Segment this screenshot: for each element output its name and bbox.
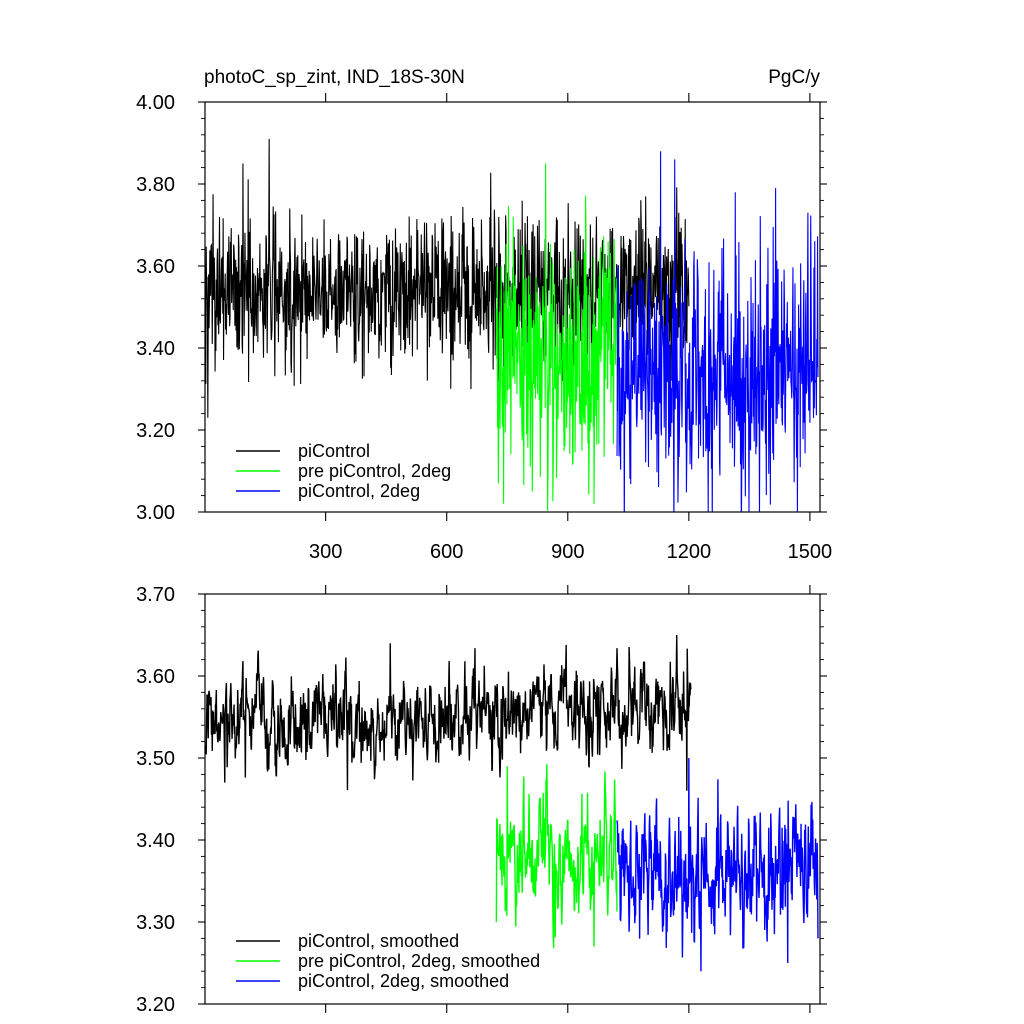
- series-line-2: [495, 163, 618, 512]
- y-tick-label: 3.60: [136, 666, 175, 688]
- series-line-3: [616, 151, 819, 512]
- y-tick-label: 3.30: [136, 912, 175, 934]
- y-tick-label: 3.00: [136, 502, 175, 524]
- plot-frame: [204, 101, 821, 513]
- series-line-1: [205, 634, 692, 791]
- y-tick-label: 3.40: [136, 830, 175, 852]
- series-line-2: [495, 764, 618, 949]
- legend-label: piControl, 2deg: [298, 481, 420, 501]
- bottom-panel: 3.20 3.30 3.40 3.50 3.60 3.70 piControl, smoo…: [136, 584, 827, 1016]
- top-axes: 3.00 3.20 3.40 3.60 3.80 4.00 300 600 900 1200 150…: [136, 92, 832, 563]
- legend-label: pre piControl, 2deg, smoothed: [298, 951, 540, 971]
- plot-frame: [204, 593, 821, 1005]
- x-tick-label: 1500: [788, 541, 833, 563]
- y-tick-label: 3.80: [136, 174, 175, 196]
- x-tick-label: 900: [551, 541, 584, 563]
- legend-label: piControl, smoothed: [298, 931, 459, 951]
- x-tick-label: 300: [309, 541, 342, 563]
- y-tick-label: 4.00: [136, 92, 175, 114]
- y-tick-label: 3.40: [136, 338, 175, 360]
- bottom-axes: 3.20 3.30 3.40 3.50 3.60 3.70: [136, 584, 827, 1016]
- chart-units: PgC/y: [768, 67, 820, 88]
- y-tick-label: 3.60: [136, 256, 175, 278]
- x-tick-label: 1200: [667, 541, 712, 563]
- y-tick-label: 3.20: [136, 994, 175, 1016]
- chart-title: photoC_sp_zint, IND_18S-30N: [204, 67, 465, 88]
- top-plot-area: [205, 138, 819, 512]
- y-tick-label: 3.20: [136, 420, 175, 442]
- y-tick-label: 3.50: [136, 748, 175, 770]
- bottom-plot-area: [205, 634, 819, 972]
- legend-label: piControl, 2deg, smoothed: [298, 971, 509, 991]
- legend-label: piControl: [298, 441, 370, 461]
- y-tick-label: 3.70: [136, 584, 175, 606]
- top-panel: photoC_sp_zint, IND_18S-30N PgC/y 3.003.…: [136, 67, 832, 563]
- series-line-3: [616, 757, 819, 972]
- x-tick-label: 600: [430, 541, 463, 563]
- legend-label: pre piControl, 2deg: [298, 461, 451, 481]
